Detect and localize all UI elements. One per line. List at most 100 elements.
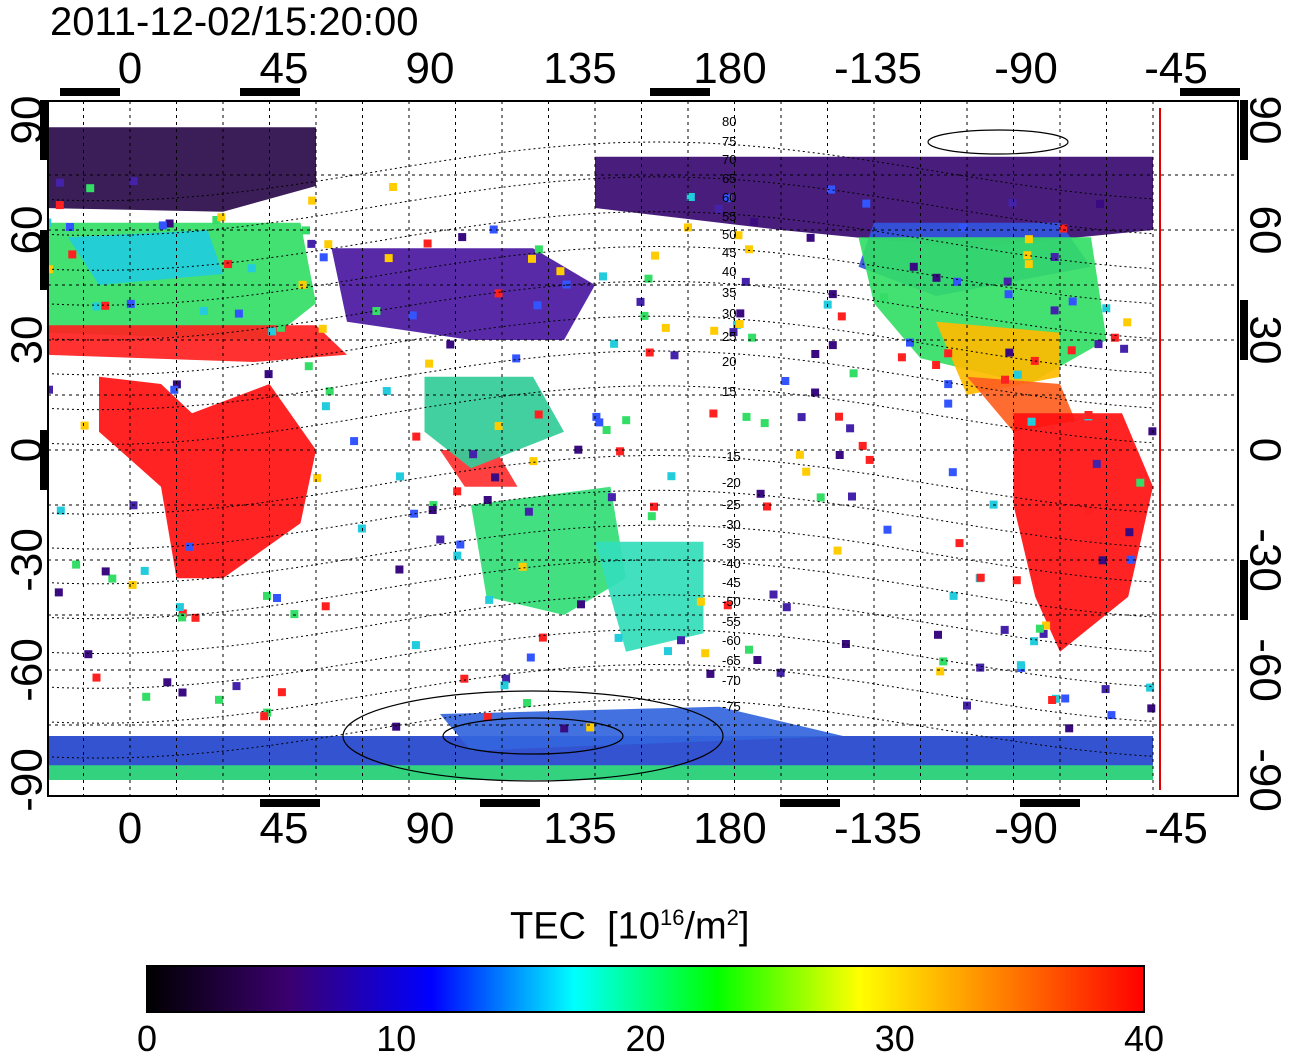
tec-pixel <box>1107 711 1116 720</box>
tec-pixel <box>677 636 685 645</box>
axis-tick-bar <box>40 430 48 490</box>
tec-pixel <box>174 541 183 550</box>
tec-pixel <box>68 250 77 259</box>
tec-pixel <box>321 402 330 411</box>
x-tick-bottom: 90 <box>406 804 455 853</box>
tec-pixel <box>92 673 101 682</box>
tec-pixel <box>944 349 953 358</box>
tec-pixel <box>1050 306 1059 315</box>
tec-pixel <box>948 468 957 477</box>
tec-pixel <box>936 667 945 676</box>
tec-pixel <box>1035 624 1044 633</box>
tec-pixel <box>494 289 503 298</box>
tec-pixel <box>48 218 52 227</box>
tec-pixel <box>484 713 493 722</box>
tec-pixel <box>710 326 719 335</box>
tec-pixel <box>592 412 601 421</box>
tec-pixel <box>469 450 478 459</box>
tec-pixel <box>396 472 404 481</box>
tec-pixel <box>760 419 769 428</box>
y-tick-right: 30 <box>1240 316 1289 365</box>
modip-contour <box>48 629 1154 689</box>
tec-pixel <box>795 450 804 459</box>
modip-contour <box>48 559 1154 620</box>
axis-tick-bar <box>60 88 120 96</box>
colorbar-title: TEC [1016/m2] <box>510 905 750 948</box>
tec-pixel <box>1030 356 1039 365</box>
contour-label: -55 <box>722 614 741 629</box>
tec-pixel <box>602 426 611 434</box>
tec-pixel <box>607 493 616 502</box>
tec-pixel <box>1126 555 1135 564</box>
contour-label: -70 <box>722 673 741 688</box>
y-tick-left: -60 <box>3 638 52 702</box>
axis-tick-bar <box>1240 300 1248 360</box>
tec-pixel <box>686 193 695 201</box>
tec-pixel <box>170 385 179 394</box>
tec-pixel <box>1123 318 1132 327</box>
x-tick-top: 0 <box>118 44 142 93</box>
tec-pixel <box>1016 661 1025 670</box>
tec-pixel <box>586 723 595 732</box>
tec-pixel <box>129 177 138 186</box>
tec-pixel <box>1001 375 1009 384</box>
tec-pixel <box>489 225 498 234</box>
tec-pixel <box>939 657 948 666</box>
contour-label: 65 <box>722 171 736 186</box>
tec-pixel <box>577 600 585 609</box>
colorbar-tick: 10 <box>376 1018 417 1059</box>
tec-pixel <box>224 260 233 269</box>
x-tick-bottom: -90 <box>994 804 1058 853</box>
tec-pixel <box>302 226 310 235</box>
tec-pixel <box>263 591 271 600</box>
tec-pixel <box>835 412 843 421</box>
tec-pixel <box>1039 629 1048 638</box>
tec-pixel <box>502 674 511 683</box>
tec-pixel <box>446 340 455 349</box>
tec-pixel <box>273 594 281 602</box>
tec-pixel <box>524 507 533 516</box>
tec-pixel <box>178 688 187 697</box>
tec-pixel <box>944 399 953 408</box>
tec-pixel <box>389 183 398 191</box>
tec-pixel <box>324 240 333 249</box>
tec-pixel <box>1000 625 1009 634</box>
x-tick-top: 135 <box>543 44 616 93</box>
tec-pixel <box>906 338 914 347</box>
tec-pixel <box>614 633 623 642</box>
tec-pixel <box>175 603 184 612</box>
tec-pixel <box>86 184 95 193</box>
tec-pixel <box>1136 478 1145 487</box>
tec-pixel <box>753 656 762 664</box>
tec-pixel <box>833 546 842 555</box>
contour-label: -20 <box>722 475 741 490</box>
tec-pixel <box>84 650 93 659</box>
tec-pixel <box>651 251 660 260</box>
axis-tick-bar <box>650 88 710 96</box>
x-tick-top: -45 <box>1144 44 1208 93</box>
contour-label: -40 <box>722 556 741 571</box>
tec-pixel <box>846 424 855 433</box>
tec-pixel <box>534 245 543 254</box>
tec-region <box>595 541 704 652</box>
tec-pixel <box>1030 637 1039 646</box>
tec-pixel <box>816 493 825 502</box>
tec-pixel <box>661 323 670 332</box>
tec-pixel <box>528 254 536 263</box>
tec-pixel <box>879 293 888 302</box>
colorbar-tick: 20 <box>625 1018 666 1059</box>
tec-pixel <box>1042 621 1051 630</box>
y-tick-left: 30 <box>3 316 52 365</box>
tec-pixel <box>736 309 745 318</box>
tec-pixel <box>1059 224 1068 233</box>
y-tick-right: 0 <box>1240 438 1289 462</box>
tec-pixel <box>485 595 494 604</box>
axis-tick-bar <box>260 799 320 807</box>
tec-pixel <box>350 437 359 446</box>
contour-label: -25 <box>722 497 741 512</box>
tec-pixel <box>460 674 469 683</box>
tec-pixel <box>1024 235 1033 244</box>
tec-pixel <box>518 562 527 571</box>
contour-label: -45 <box>722 575 741 590</box>
tec-pixel <box>260 712 269 721</box>
